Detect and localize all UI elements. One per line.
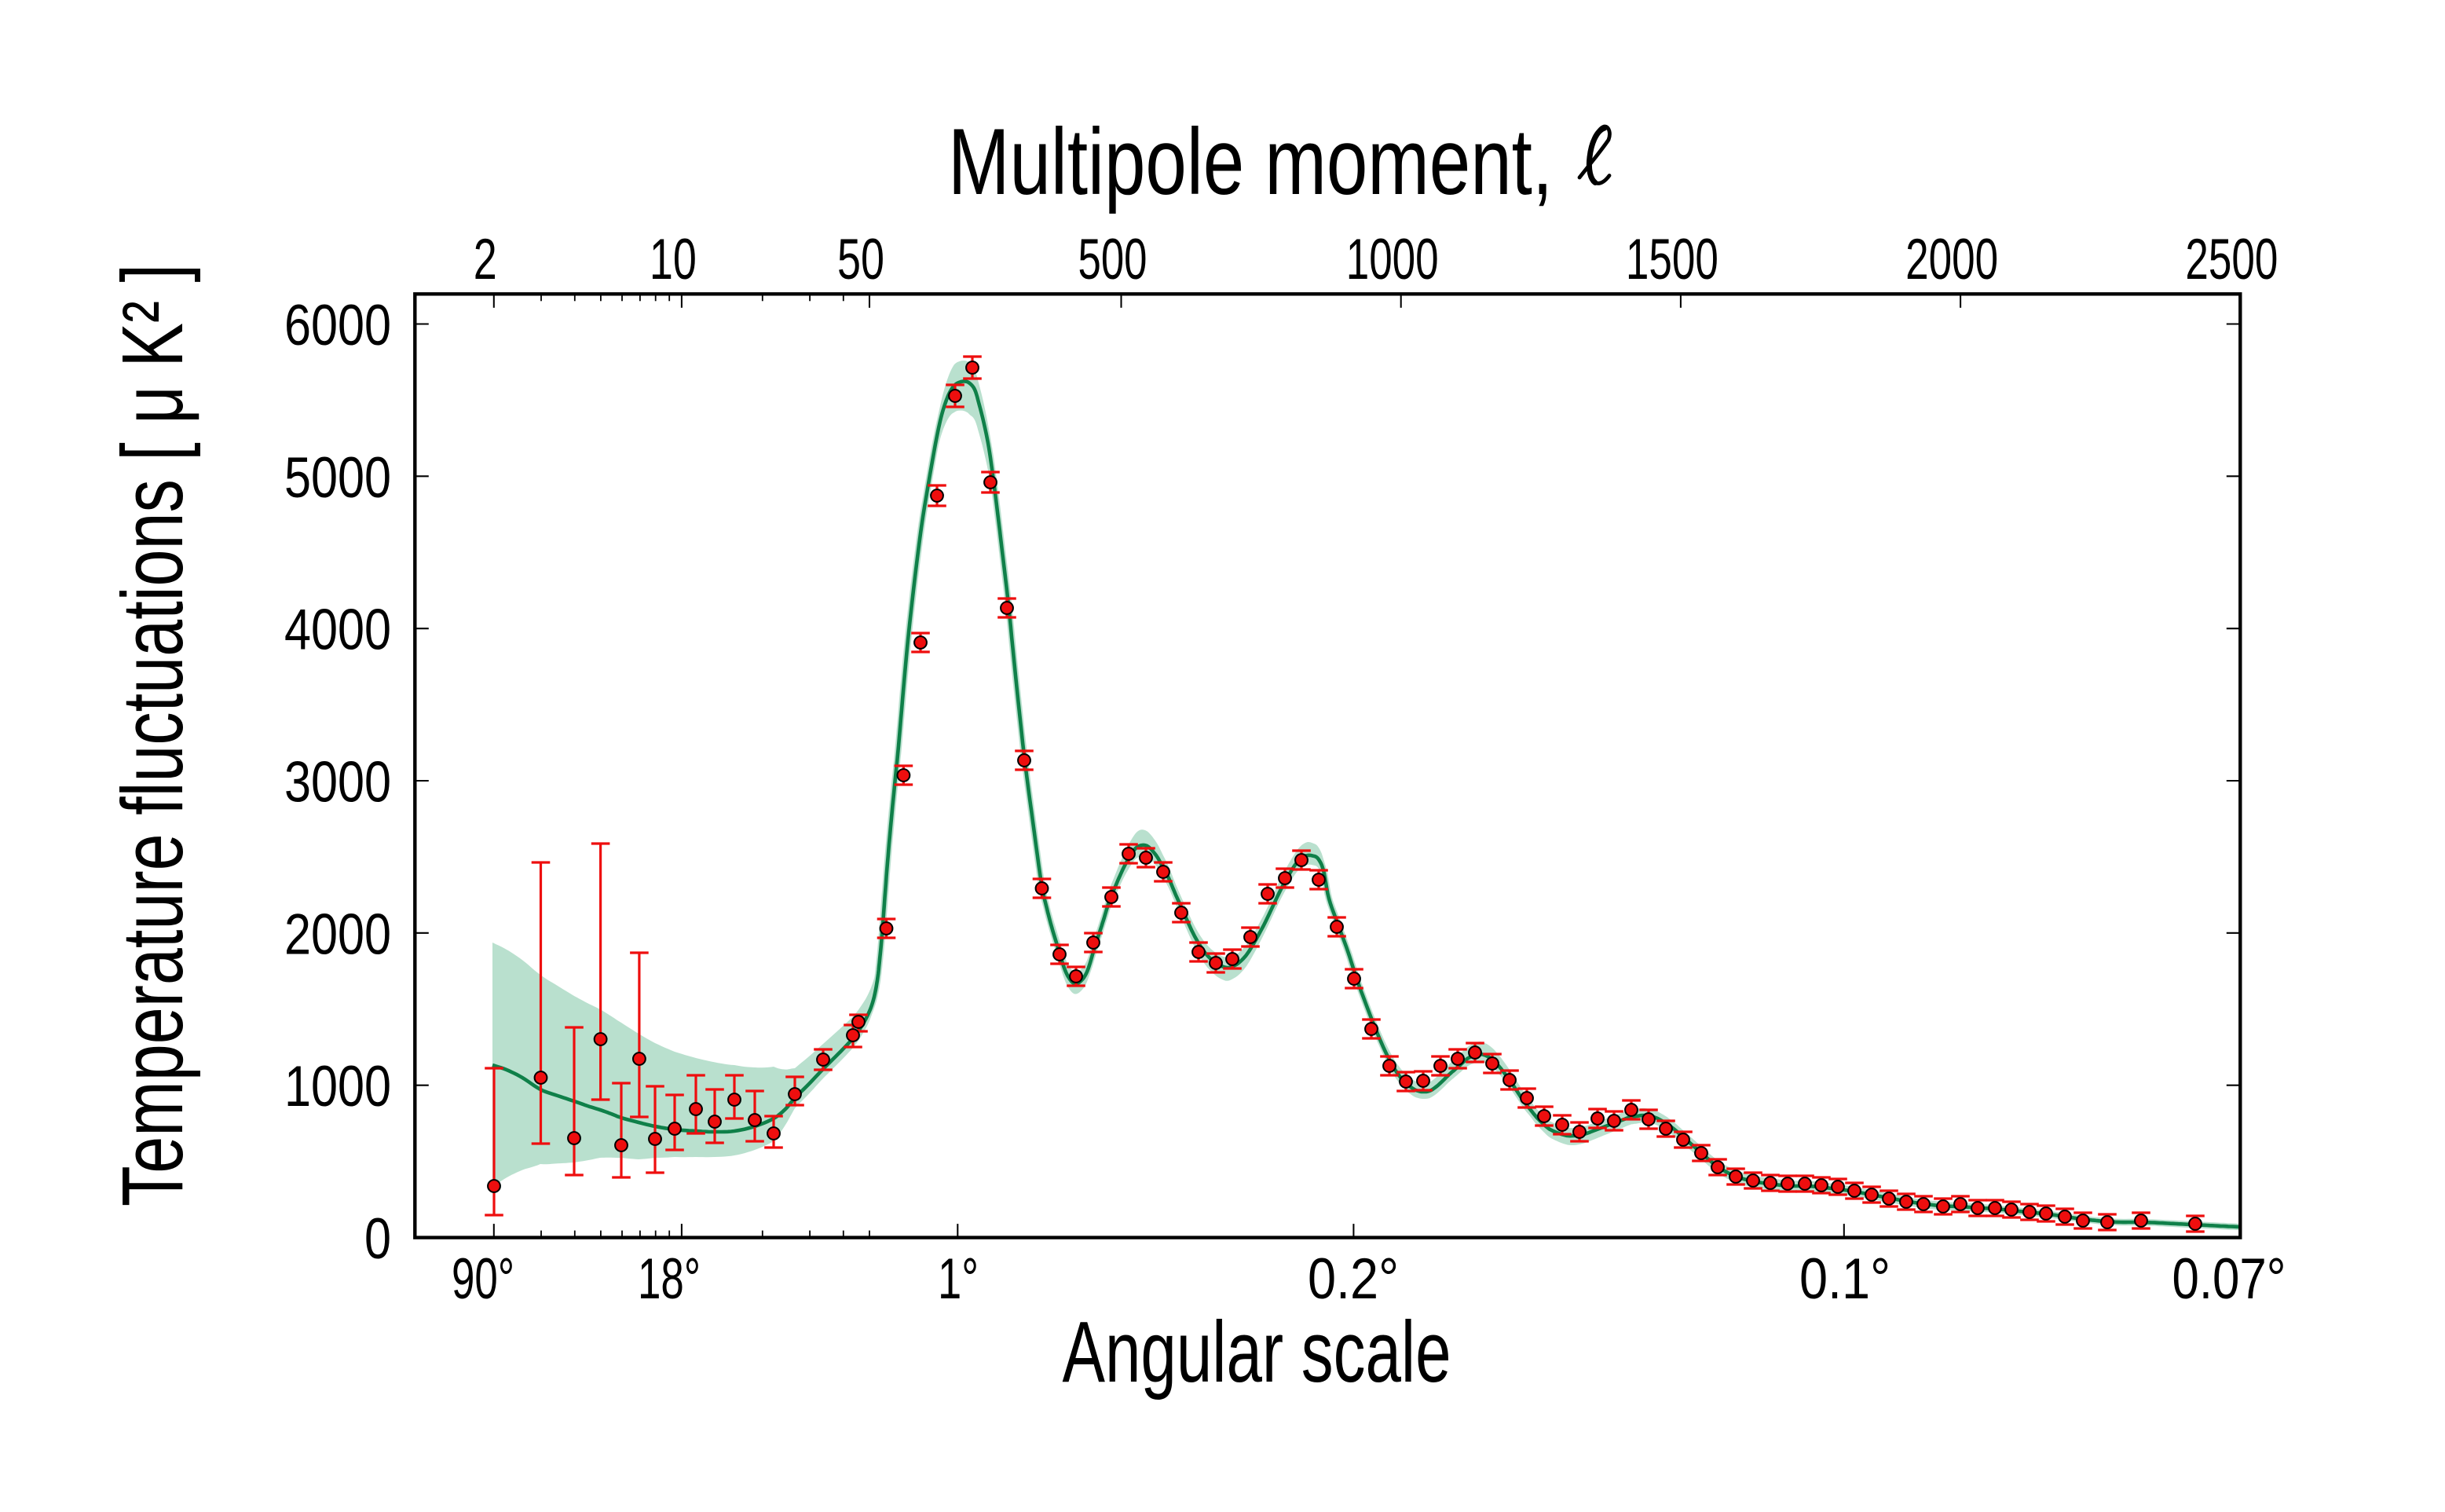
svg-text:4000: 4000: [284, 599, 391, 662]
svg-text:90°: 90°: [452, 1247, 514, 1311]
svg-text:50: 50: [837, 228, 884, 291]
svg-text:1500: 1500: [1626, 228, 1718, 291]
svg-text:1000: 1000: [1346, 228, 1439, 291]
svg-text:5000: 5000: [284, 446, 391, 510]
svg-text:500: 500: [1078, 228, 1147, 291]
svg-text:2: 2: [474, 228, 497, 291]
svg-text:2000: 2000: [284, 902, 391, 966]
svg-text:2000: 2000: [1905, 228, 1998, 291]
svg-text:Multipole moment,: Multipole moment,: [948, 109, 1553, 214]
svg-text:1°: 1°: [938, 1247, 979, 1311]
svg-text:18°: 18°: [638, 1247, 701, 1311]
svg-text:0.1°: 0.1°: [1799, 1247, 1890, 1311]
svg-text:0.2°: 0.2°: [1308, 1247, 1399, 1311]
svg-text:3000: 3000: [284, 751, 391, 815]
svg-text:Angular scale: Angular scale: [1063, 1304, 1451, 1400]
svg-text:6000: 6000: [284, 294, 391, 357]
svg-text:1000: 1000: [284, 1055, 391, 1118]
svg-text:0: 0: [364, 1207, 391, 1271]
svg-text:10: 10: [650, 228, 697, 291]
svg-text:Temperature fluctuations [ μ K: Temperature fluctuations [ μ K² ]: [104, 264, 201, 1206]
svg-text:0.07°: 0.07°: [2172, 1247, 2286, 1311]
svg-text:2500: 2500: [2185, 228, 2278, 291]
